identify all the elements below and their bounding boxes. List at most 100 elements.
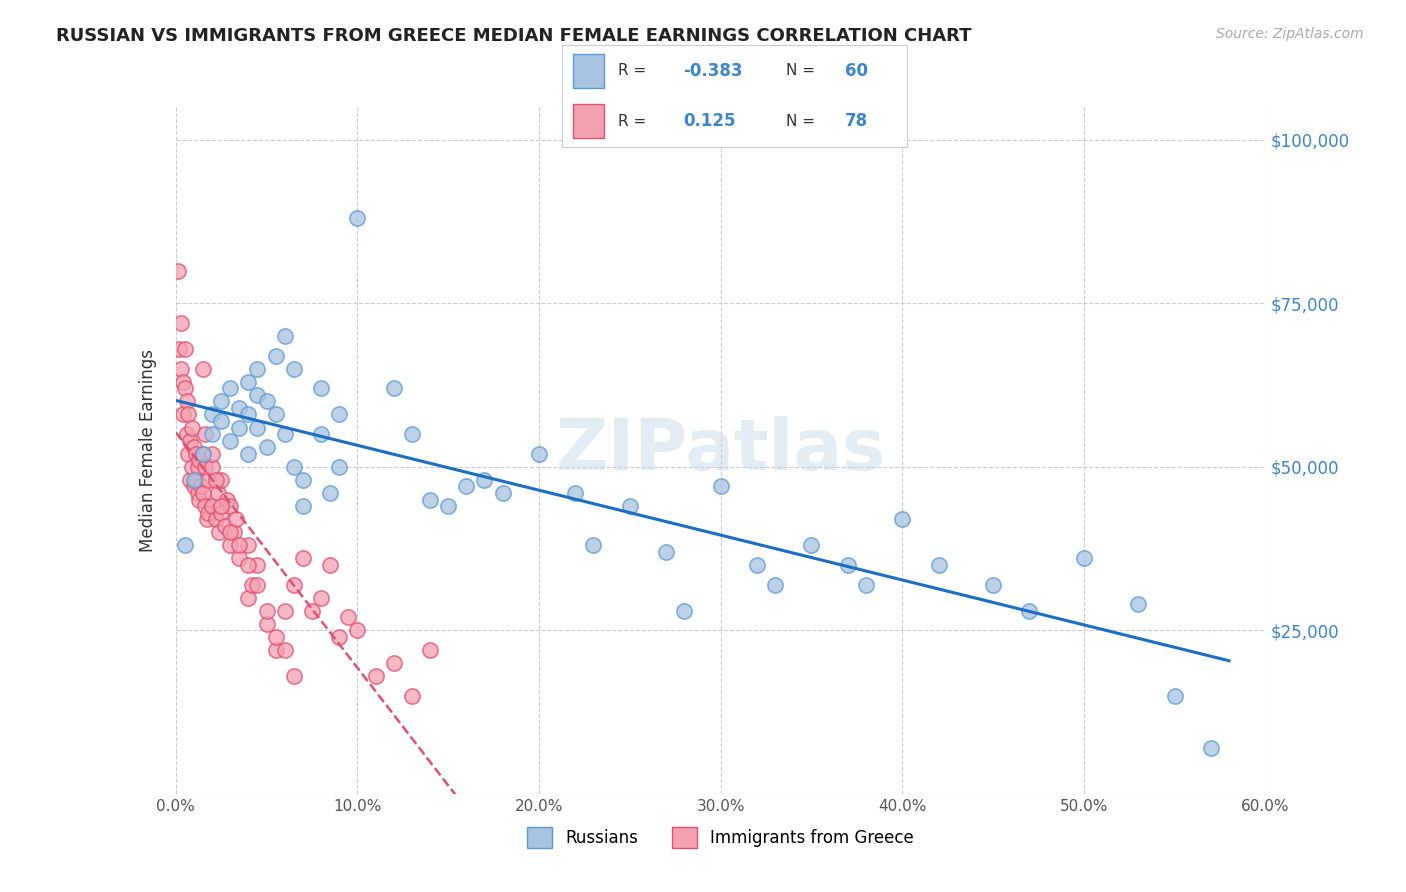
Point: [194, 427, 217, 442]
Point: [207, 486, 229, 500]
Point: [201, 499, 224, 513]
Point: [981, 577, 1004, 591]
Point: [309, 381, 332, 395]
Point: [1128, 597, 1150, 611]
Point: [1199, 741, 1222, 756]
Point: [170, 361, 193, 376]
Point: [188, 492, 211, 507]
Point: [166, 263, 188, 277]
Point: [183, 440, 205, 454]
Point: [191, 486, 214, 500]
FancyBboxPatch shape: [572, 54, 603, 87]
Point: [264, 408, 287, 422]
Point: [184, 447, 207, 461]
Text: R =: R =: [617, 63, 651, 78]
Point: [172, 408, 194, 422]
Legend: Russians, Immigrants from Greece: Russians, Immigrants from Greece: [520, 821, 921, 855]
Point: [1163, 689, 1185, 703]
Point: [283, 577, 305, 591]
Point: [337, 610, 360, 624]
Text: RUSSIAN VS IMMIGRANTS FROM GREECE MEDIAN FEMALE EARNINGS CORRELATION CHART: RUSSIAN VS IMMIGRANTS FROM GREECE MEDIAN…: [56, 27, 972, 45]
Point: [188, 453, 211, 467]
Point: [201, 447, 224, 461]
Point: [238, 538, 260, 552]
Point: [655, 545, 678, 559]
Point: [186, 486, 209, 500]
Point: [209, 506, 232, 520]
Point: [246, 577, 269, 591]
Point: [283, 361, 305, 376]
Point: [382, 381, 405, 395]
Point: [228, 401, 250, 415]
Point: [619, 499, 641, 513]
Point: [215, 492, 238, 507]
Point: [209, 394, 232, 409]
Point: [319, 486, 342, 500]
Point: [201, 408, 224, 422]
Point: [228, 538, 250, 552]
Point: [228, 551, 250, 566]
Point: [240, 577, 263, 591]
Point: [191, 447, 214, 461]
Point: [225, 512, 247, 526]
Point: [228, 420, 250, 434]
Point: [256, 394, 278, 409]
Point: [437, 499, 460, 513]
Text: N =: N =: [786, 63, 820, 78]
Point: [283, 669, 305, 683]
Point: [238, 447, 260, 461]
Point: [891, 512, 914, 526]
Text: R =: R =: [617, 113, 651, 128]
Point: [710, 479, 733, 493]
Point: [328, 408, 350, 422]
Point: [246, 558, 269, 572]
Point: [1018, 604, 1040, 618]
Point: [183, 479, 205, 493]
Point: [274, 643, 297, 657]
Point: [176, 394, 198, 409]
Point: [183, 473, 205, 487]
Point: [197, 506, 219, 520]
Point: [564, 486, 586, 500]
Point: [238, 408, 260, 422]
Point: [191, 447, 214, 461]
Point: [527, 447, 550, 461]
Point: [209, 414, 232, 428]
Text: ZIPatlas: ZIPatlas: [555, 416, 886, 485]
Point: [401, 689, 423, 703]
Point: [179, 473, 201, 487]
Point: [256, 604, 278, 618]
Point: [201, 427, 224, 442]
Point: [256, 616, 278, 631]
Point: [191, 361, 214, 376]
Point: [173, 538, 195, 552]
Point: [264, 630, 287, 644]
Y-axis label: Median Female Earnings: Median Female Earnings: [139, 349, 157, 552]
Point: [328, 630, 350, 644]
Point: [401, 427, 423, 442]
Point: [209, 499, 232, 513]
Point: [309, 591, 332, 605]
Point: [219, 538, 242, 552]
Point: [194, 499, 217, 513]
Text: N =: N =: [786, 113, 820, 128]
Point: [264, 349, 287, 363]
Point: [194, 459, 217, 474]
Point: [301, 604, 323, 618]
Point: [190, 479, 212, 493]
Text: 78: 78: [845, 112, 868, 130]
Point: [204, 512, 226, 526]
Point: [219, 499, 242, 513]
Point: [238, 591, 260, 605]
Point: [456, 479, 478, 493]
Point: [246, 388, 269, 402]
Point: [197, 473, 219, 487]
Point: [346, 624, 368, 638]
Point: [256, 440, 278, 454]
Point: [419, 492, 441, 507]
Point: [291, 473, 314, 487]
Point: [492, 486, 515, 500]
Point: [186, 459, 209, 474]
FancyBboxPatch shape: [572, 104, 603, 138]
Point: [382, 656, 405, 670]
